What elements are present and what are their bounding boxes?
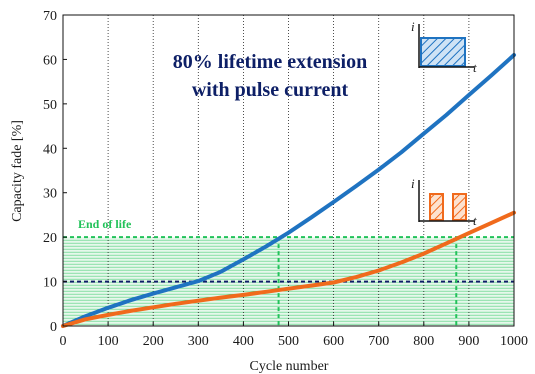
- y-tick-label: 10: [43, 276, 57, 291]
- end-of-life-label: End of life: [78, 217, 132, 231]
- x-tick-label: 900: [458, 334, 479, 349]
- y-tick-label: 50: [43, 98, 57, 113]
- y-tick-label: 0: [50, 320, 57, 335]
- series-line-constant-current: [61, 53, 516, 328]
- x-tick-label: 1000: [500, 334, 528, 349]
- annotation-line-2: with pulse current: [192, 79, 349, 101]
- constant-current-inset: i t: [411, 19, 477, 75]
- x-tick-label: 300: [188, 334, 209, 349]
- constant-current-waveform: [420, 37, 466, 67]
- annotation-line-1: 80% lifetime extension: [173, 51, 367, 73]
- y-axis-label: Capacity fade [%]: [10, 120, 25, 222]
- y-tick-label: 60: [43, 53, 57, 68]
- inset-1-x-label: t: [473, 60, 477, 75]
- x-tick-label: 700: [368, 334, 389, 349]
- x-tick-label: 100: [98, 334, 119, 349]
- y-tick-label: 30: [43, 187, 57, 202]
- series-line-pulse-current: [61, 210, 516, 328]
- pulse-current-waveform-2: [452, 193, 467, 221]
- pulse-current-inset: i t: [411, 176, 477, 228]
- x-axis-label: Cycle number: [250, 359, 329, 374]
- x-tick-label: 400: [233, 334, 254, 349]
- y-tick-label: 40: [43, 142, 57, 157]
- x-tick-label: 600: [323, 334, 344, 349]
- pulse-current-waveform-1: [429, 193, 444, 221]
- x-tick-label: 200: [143, 334, 164, 349]
- inset-2-x-label: t: [473, 213, 477, 228]
- x-tick-label: 0: [60, 334, 67, 349]
- inset-1-y-label: i: [411, 19, 415, 34]
- x-tick-label: 500: [278, 334, 299, 349]
- y-tick-label: 70: [43, 9, 57, 24]
- x-tick-label: 800: [413, 334, 434, 349]
- y-tick-label: 20: [43, 231, 57, 246]
- inset-2-y-label: i: [411, 176, 415, 191]
